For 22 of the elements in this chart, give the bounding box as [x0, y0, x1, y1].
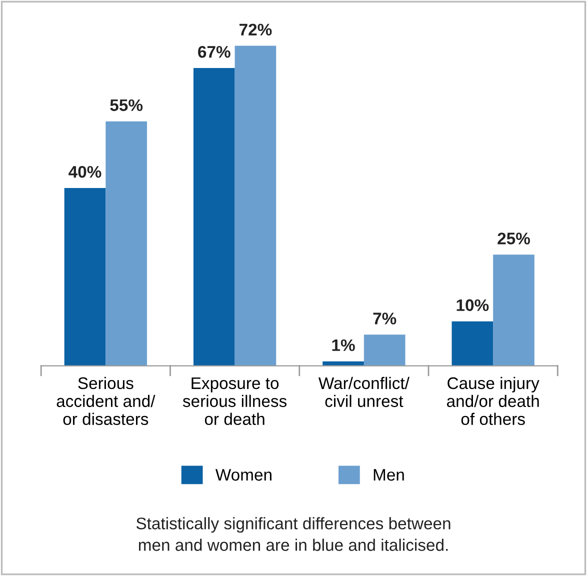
bar — [193, 68, 235, 366]
data-label: 55% — [110, 99, 143, 112]
bar — [452, 321, 494, 366]
bar — [493, 254, 534, 366]
legend-label: Men — [374, 469, 404, 481]
text: Statistically significant differences between men and women are in blue and italicised. — [136, 517, 450, 551]
x-tick-label: Exposure to serious illness or death — [182, 377, 287, 426]
data-label: 25% — [498, 232, 530, 244]
x-tick-label: Cause injury and/or death of others — [446, 376, 540, 426]
x-tick-label: War/conflict/ civil unrest — [318, 376, 410, 408]
bar — [64, 188, 106, 366]
data-label: 10% — [456, 299, 489, 312]
data-label: 7% — [373, 312, 396, 324]
data-label: 72% — [240, 24, 272, 36]
bar — [234, 46, 276, 366]
x-tick-label: Serious accident and/ or disasters — [56, 376, 156, 426]
bar — [106, 121, 147, 366]
bar — [364, 334, 406, 366]
legend-label: Women — [215, 469, 272, 481]
data-label: 1% — [332, 339, 355, 352]
data-label: 67% — [198, 46, 230, 58]
data-label: 40% — [68, 166, 102, 178]
